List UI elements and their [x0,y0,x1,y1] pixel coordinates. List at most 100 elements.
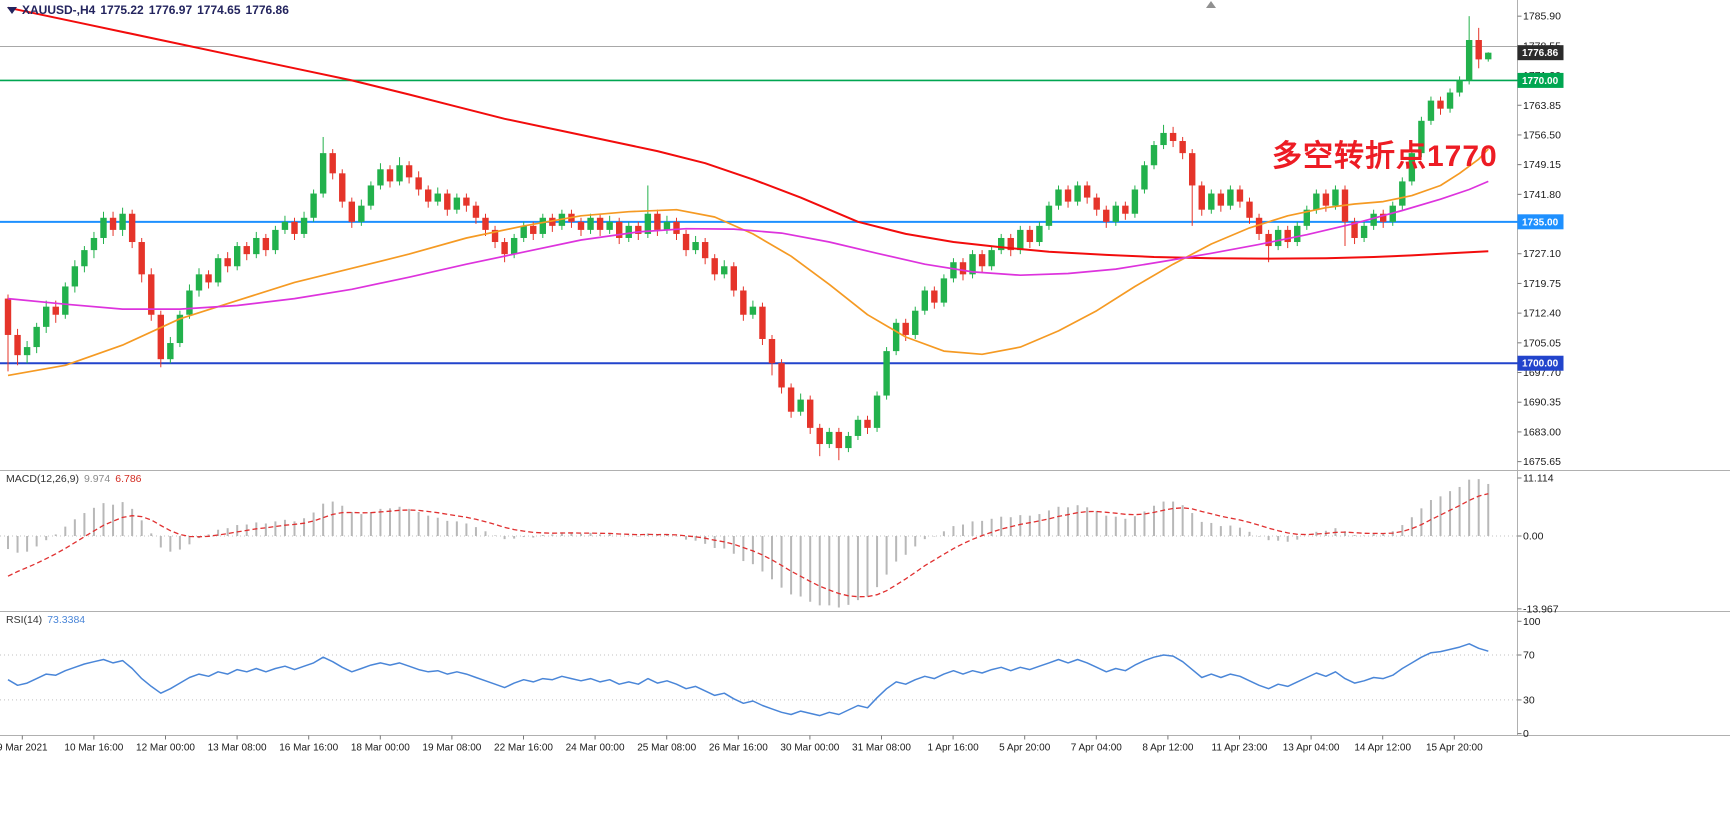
candle-body [358,205,365,222]
candle-body [501,242,508,255]
candle-body [367,185,375,206]
macd-axis-label: 11.114 [1523,473,1554,485]
time-axis-label: 16 Mar 16:00 [279,743,338,754]
candle-body [1017,229,1024,251]
candle-body [845,435,852,449]
time-axis-label: 10 Mar 16:00 [64,743,123,754]
candle-body [998,237,1005,251]
symbol-period-label: XAUUSD-,H4 [22,3,96,17]
candle-body [128,213,136,243]
candle-body [1189,153,1196,186]
candle-body [1485,52,1492,60]
candle-body [1255,217,1263,234]
candle-body [1217,193,1225,206]
candle-body [396,165,403,182]
candle-body [749,306,757,315]
candle-body [100,217,107,238]
svg-text:1770.00: 1770.00 [1522,76,1559,87]
time-axis-label: 13 Apr 04:00 [1283,743,1340,754]
chart-end-marker-icon [1206,1,1216,8]
candle-body [873,395,881,428]
price-axis-label: 1683.00 [1523,426,1561,438]
candle-body [1446,92,1454,109]
candle-body [1246,201,1253,218]
candle-body [577,221,585,230]
candle-body [1112,205,1119,222]
candle-body [377,169,384,186]
annotation-turning-point[interactable]: 多空转折点1770 [1272,140,1498,173]
ohlc-low: 1774.65 [197,3,241,17]
candle-body [835,431,843,449]
candle-body [721,266,728,275]
candle-body [195,274,203,291]
candle-body [1437,100,1444,109]
candle-body [43,306,50,327]
rsi-name: RSI(14) [6,614,43,626]
time-axis-label: 1 Apr 16:00 [928,743,980,754]
candle-body [978,254,986,267]
price-axis-label: 1741.80 [1523,189,1561,201]
candle-body [1045,205,1053,226]
macd-main-value: 9.974 [83,473,111,485]
candle-body [1313,193,1320,210]
candle-body [1380,213,1387,222]
candle-body [109,217,117,230]
macd-axis-label: 0.00 [1523,531,1544,543]
price-axis-label: 1763.85 [1523,100,1561,112]
candle-body [310,193,317,218]
price-axis-label: 1756.50 [1523,129,1561,141]
price-axis-label: 1705.05 [1523,337,1561,349]
candle-body [234,246,241,267]
candle-body [243,246,250,255]
ohlc-high: 1776.97 [148,3,193,17]
candle-body [692,242,699,251]
candle-body [81,250,88,267]
candle-body [1026,229,1034,243]
price-axis-label: 1712.40 [1523,308,1561,320]
candle-body [415,177,422,190]
symbol-menu-icon[interactable] [7,7,17,14]
candle-body [157,314,164,360]
candle-body [740,290,747,315]
candle-body [386,169,394,182]
level-1735-tag[interactable]: 1735.00 [1517,214,1564,230]
bid-price-tag[interactable]: 1776.86 [1517,45,1564,61]
candle-body [1408,153,1416,182]
time-axis-label: 12 Mar 00:00 [136,743,195,754]
candle-body [1418,120,1425,154]
candle-body [1274,229,1282,247]
time-axis-label: 18 Mar 00:00 [351,743,410,754]
macd-signal-line [7,493,1489,598]
candles-layer[interactable] [4,16,1492,461]
candle-body [549,217,556,226]
candle-body [587,217,594,230]
candle-body [1150,145,1158,166]
level-1770-tag[interactable]: 1770.00 [1517,72,1564,88]
time-axis-label: 19 Mar 08:00 [422,743,481,754]
candle-body [816,427,823,445]
candle-body [291,221,298,234]
candle-body [1427,100,1435,121]
candle-body [921,290,928,311]
time-axis-label: 14 Apr 12:00 [1354,743,1411,754]
candle-body [931,290,938,303]
level-1700-tag[interactable]: 1700.00 [1517,355,1564,371]
svg-text:1776.86: 1776.86 [1522,48,1559,59]
rsi-line [7,643,1489,717]
candle-body [1160,132,1167,146]
candle-body [148,274,155,315]
candle-body [138,242,145,275]
candle-body [186,290,193,315]
candle-body [1360,225,1368,238]
candle-body [1036,225,1043,243]
candle-body [463,197,470,206]
candle-body [1198,185,1205,210]
macd-name: MACD(12,26,9) [6,473,79,485]
candle-body [1456,80,1463,93]
candle-body [339,173,346,202]
time-axis[interactable]: 9 Mar 2021 10 Mar 16:00 12 Mar 00:00 13 Mar… [0,735,1483,754]
candle-body [1131,189,1139,214]
candle-body [1322,193,1330,206]
candle-body [23,347,31,356]
